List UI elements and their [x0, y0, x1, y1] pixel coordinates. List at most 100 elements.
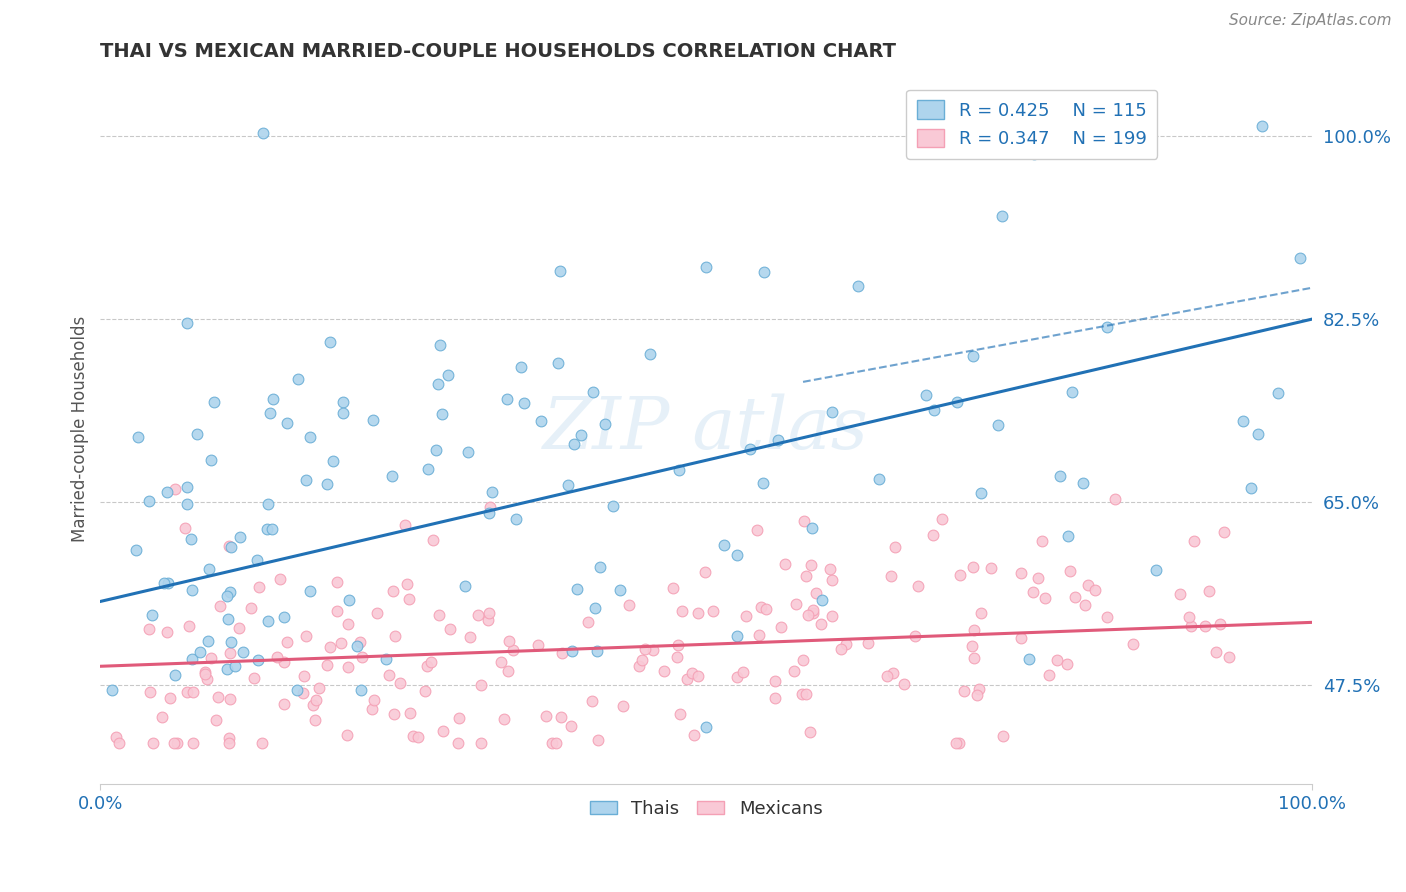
- Point: [416, 658, 439, 673]
- Point: [273, 656, 295, 670]
- Point: [494, 712, 516, 726]
- Point: [430, 408, 453, 422]
- Point: [381, 469, 404, 483]
- Point: [586, 732, 609, 747]
- Point: [177, 619, 200, 633]
- Point: [1247, 427, 1270, 442]
- Point: [830, 641, 852, 656]
- Point: [561, 644, 583, 658]
- Point: [481, 484, 503, 499]
- Point: [1095, 609, 1118, 624]
- Point: [576, 615, 599, 629]
- Point: [953, 684, 976, 698]
- Point: [1064, 590, 1087, 604]
- Point: [176, 684, 198, 698]
- Point: [589, 560, 612, 574]
- Point: [432, 724, 454, 739]
- Point: [447, 711, 470, 725]
- Point: [752, 475, 775, 490]
- Point: [966, 688, 988, 702]
- Point: [150, 710, 173, 724]
- Point: [176, 316, 198, 330]
- Point: [848, 279, 870, 293]
- Point: [1232, 414, 1254, 428]
- Point: [652, 665, 675, 679]
- Point: [157, 576, 180, 591]
- Point: [547, 356, 569, 370]
- Point: [792, 652, 814, 666]
- Point: [617, 599, 640, 613]
- Point: [688, 607, 710, 621]
- Point: [422, 533, 444, 548]
- Point: [557, 478, 579, 492]
- Point: [496, 665, 519, 679]
- Point: [527, 638, 550, 652]
- Point: [246, 553, 269, 567]
- Point: [602, 499, 624, 513]
- Point: [138, 622, 160, 636]
- Point: [219, 635, 242, 649]
- Point: [987, 417, 1010, 432]
- Point: [702, 604, 724, 618]
- Point: [581, 694, 603, 708]
- Point: [186, 427, 208, 442]
- Point: [1205, 645, 1227, 659]
- Point: [250, 736, 273, 750]
- Point: [1057, 529, 1080, 543]
- Point: [970, 486, 993, 500]
- Point: [763, 691, 786, 706]
- Point: [752, 265, 775, 279]
- Point: [308, 681, 330, 696]
- Point: [363, 692, 385, 706]
- Point: [991, 209, 1014, 223]
- Point: [811, 593, 834, 607]
- Point: [219, 692, 242, 706]
- Point: [790, 687, 813, 701]
- Point: [156, 624, 179, 639]
- Point: [269, 572, 291, 586]
- Point: [202, 394, 225, 409]
- Point: [993, 729, 1015, 743]
- Point: [810, 617, 832, 632]
- Point: [257, 615, 280, 629]
- Point: [326, 575, 349, 590]
- Point: [1240, 481, 1263, 495]
- Point: [595, 417, 617, 431]
- Point: [489, 655, 512, 669]
- Point: [1010, 566, 1032, 580]
- Legend: Thais, Mexicans: Thais, Mexicans: [582, 793, 830, 825]
- Point: [243, 671, 266, 685]
- Point: [181, 685, 204, 699]
- Point: [427, 607, 450, 622]
- Point: [755, 602, 778, 616]
- Point: [298, 429, 321, 443]
- Point: [304, 693, 326, 707]
- Point: [402, 730, 425, 744]
- Point: [550, 710, 572, 724]
- Point: [695, 260, 717, 274]
- Point: [583, 601, 606, 615]
- Point: [287, 372, 309, 386]
- Point: [420, 655, 443, 669]
- Point: [139, 685, 162, 699]
- Point: [156, 484, 179, 499]
- Point: [962, 639, 984, 653]
- Point: [1018, 652, 1040, 666]
- Point: [190, 645, 212, 659]
- Point: [384, 629, 406, 643]
- Point: [963, 651, 986, 665]
- Point: [349, 634, 371, 648]
- Point: [695, 565, 717, 579]
- Point: [569, 428, 592, 442]
- Point: [668, 462, 690, 476]
- Point: [339, 593, 361, 607]
- Point: [634, 642, 657, 657]
- Point: [460, 630, 482, 644]
- Point: [745, 523, 768, 537]
- Point: [454, 579, 477, 593]
- Point: [429, 338, 451, 352]
- Point: [513, 396, 536, 410]
- Point: [173, 521, 195, 535]
- Point: [495, 392, 517, 406]
- Point: [163, 668, 186, 682]
